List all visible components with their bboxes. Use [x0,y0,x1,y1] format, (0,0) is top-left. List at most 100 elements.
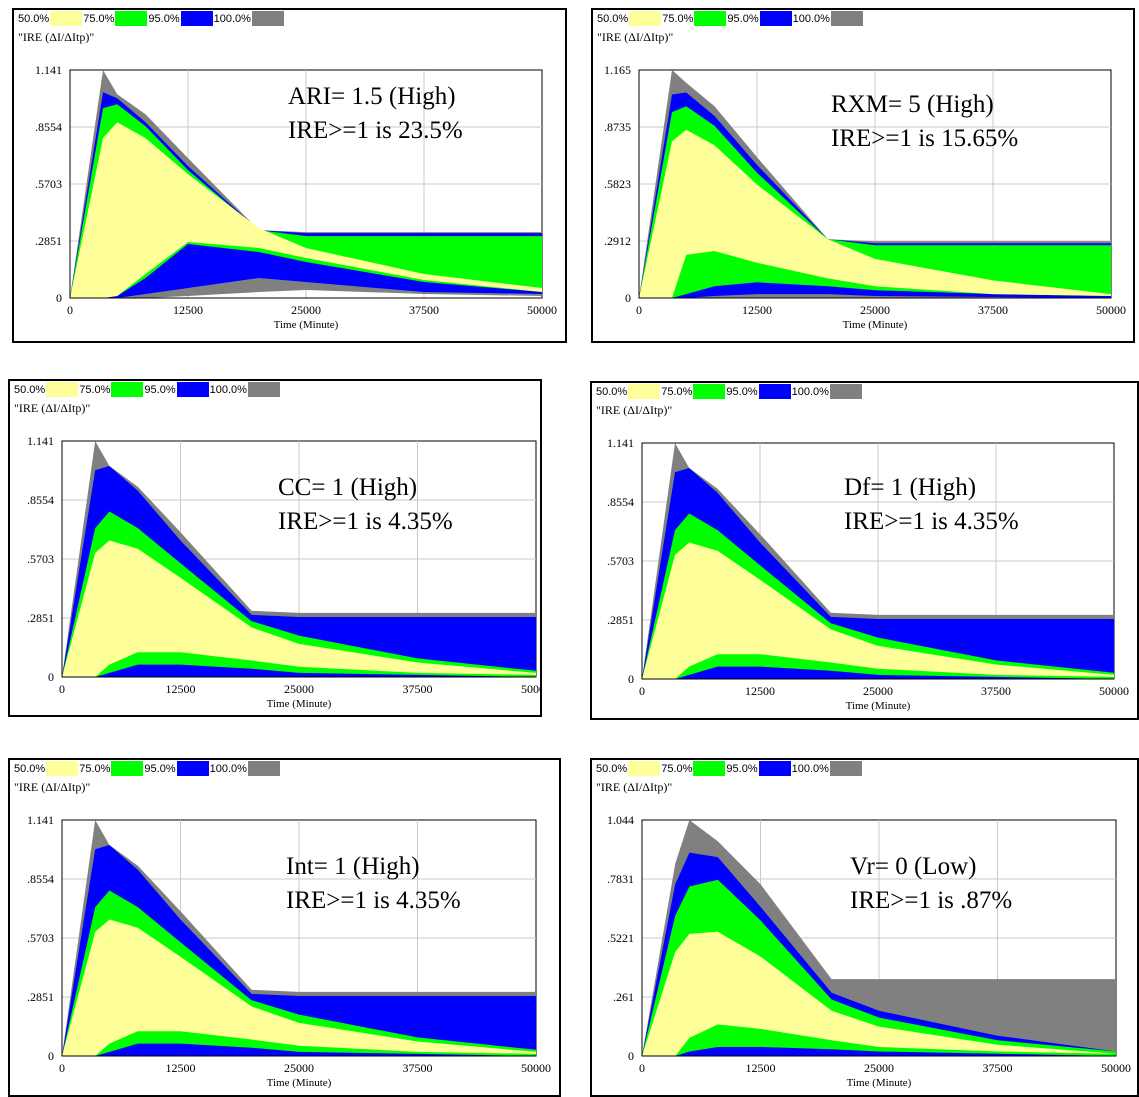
legend-item: 50.0% [14,761,79,776]
legend-swatch [830,11,863,26]
band-50-0pct [642,542,1114,679]
y-tick-label: .8554 [27,872,54,886]
legend-swatch [180,11,213,26]
x-tick-label: 12500 [166,1061,196,1075]
x-tick-label: 50000 [1096,303,1126,317]
legend-item: 95.0% [148,11,213,26]
x-axis-title: Time (Minute) [843,319,908,331]
annotation: Df= 1 (High) IRE>=1 is 4.35% [844,471,1019,539]
legend-swatch [176,382,209,397]
x-axis-title: Time (Minute) [267,698,332,710]
annotation-line-1: Vr= 0 (Low) [850,853,977,880]
legend-label: 95.0% [144,383,176,396]
x-axis-title: Time (Minute) [847,1077,912,1089]
x-tick-label: 37500 [981,684,1011,698]
legend-label: 95.0% [148,12,180,25]
legend-label: 95.0% [726,385,758,398]
x-tick-label: 25000 [860,303,890,317]
x-axis-title: Time (Minute) [267,1077,332,1089]
legend-label: 75.0% [83,12,115,25]
x-tick-label: 50000 [1099,684,1129,698]
x-tick-label: 12500 [173,303,203,317]
legend-label: 50.0% [18,12,50,25]
y-tick-label: .2851 [35,234,62,248]
y-tick-label: .8554 [27,493,54,507]
legend-item: 50.0% [596,384,661,399]
y-tick-label: .8554 [35,120,62,134]
y-tick-label: .2851 [27,611,54,625]
y-tick-label: 1.141 [27,813,54,827]
legend-item: 75.0% [662,11,727,26]
y-tick-label: .2912 [604,234,631,248]
legend-item: 100.0% [793,11,864,26]
y-tick-label: .5703 [27,931,54,945]
annotation-line-1: Df= 1 (High) [844,474,977,501]
y-tick-label: .5703 [607,554,634,568]
y-tick-label: .8554 [607,495,634,509]
legend-label: 50.0% [14,383,46,396]
legend-item: 95.0% [726,761,791,776]
legend-swatch [694,11,727,26]
y-tick-label: 0 [628,672,634,686]
band-50-0pct [62,919,536,1056]
legend-label: 75.0% [79,762,111,775]
legend-label: 100.0% [791,385,829,398]
legend-label: 100.0% [213,12,251,25]
legend-swatch [46,761,79,776]
x-tick-label: 12500 [746,1061,776,1075]
annotation-line-2: IRE>=1 is 23.5% [288,117,463,144]
legend-label: 75.0% [662,12,694,25]
annotation: ARI= 1.5 (High) IRE>=1 is 23.5% [288,80,463,148]
x-tick-label: 37500 [983,1061,1013,1075]
legend-label: 100.0% [791,762,829,775]
y-tick-label: .8735 [604,120,631,134]
y-tick-label: .5221 [607,931,634,945]
y-tick-label: .2851 [27,990,54,1004]
variable-label: "IRE (ΔI/ΔItp)" [14,780,91,794]
x-tick-label: 12500 [742,303,772,317]
legend-swatch [693,761,726,776]
variable-label: "IRE (ΔI/ΔItp)" [597,30,674,44]
legend-label: 100.0% [209,762,247,775]
x-tick-label: 50000 [521,1061,551,1075]
legend-item: 75.0% [661,761,726,776]
legend-item: 95.0% [144,382,209,397]
y-tick-label: 0 [625,291,631,305]
chart-svg: 1.044 .7831 .5221 .261 00 12500 25000 37500 5000… [607,813,1131,1089]
legend-swatch [111,761,144,776]
y-tick-label: 1.141 [27,434,54,448]
x-tick-label: 25000 [284,682,314,696]
legend-item: 95.0% [144,761,209,776]
legend-label: 95.0% [144,762,176,775]
legend-swatch [111,382,144,397]
variable-label: "IRE (ΔI/ΔItp)" [596,403,673,417]
chart-svg: 1.141 .8554 .5703 .2851 00 12500 25000 37500 500… [27,813,551,1089]
y-tick-label: .2851 [607,613,634,627]
band-50-0pct [642,931,1116,1056]
x-tick-label: 50000 [521,682,542,696]
chart-panel-cc: 50.0% 75.0% 95.0% 100.0% "IRE (ΔI/ΔItp)" 1.… [8,379,542,717]
legend-label: 95.0% [727,12,759,25]
legend-item: 100.0% [792,384,863,399]
x-tick-label: 12500 [745,684,775,698]
y-tick-label: .5703 [27,552,54,566]
legend: 50.0% 75.0% 95.0% 100.0% [14,760,281,777]
y-tick-label: 0 [48,1049,54,1063]
legend-swatch [759,11,792,26]
legend: 50.0% 75.0% 95.0% 100.0% [18,10,285,27]
variable-label: "IRE (ΔI/ΔItp)" [596,780,673,794]
legend: 50.0% 75.0% 95.0% 100.0% [596,383,863,400]
annotation-line-2: IRE>=1 is 15.65% [831,125,1019,152]
legend-item: 100.0% [214,11,285,26]
legend-label: 75.0% [79,383,111,396]
legend-swatch [247,761,280,776]
legend-label: 100.0% [209,383,247,396]
x-tick-label: 37500 [978,303,1008,317]
annotation: RXM= 5 (High) IRE>=1 is 15.65% [831,88,1018,156]
legend-item: 95.0% [727,11,792,26]
y-tick-label: 0 [56,291,62,305]
annotation-line-2: IRE>=1 is 4.35% [286,887,461,914]
legend: 50.0% 75.0% 95.0% 100.0% [597,10,864,27]
legend-swatch [693,384,726,399]
legend-label: 50.0% [597,12,629,25]
